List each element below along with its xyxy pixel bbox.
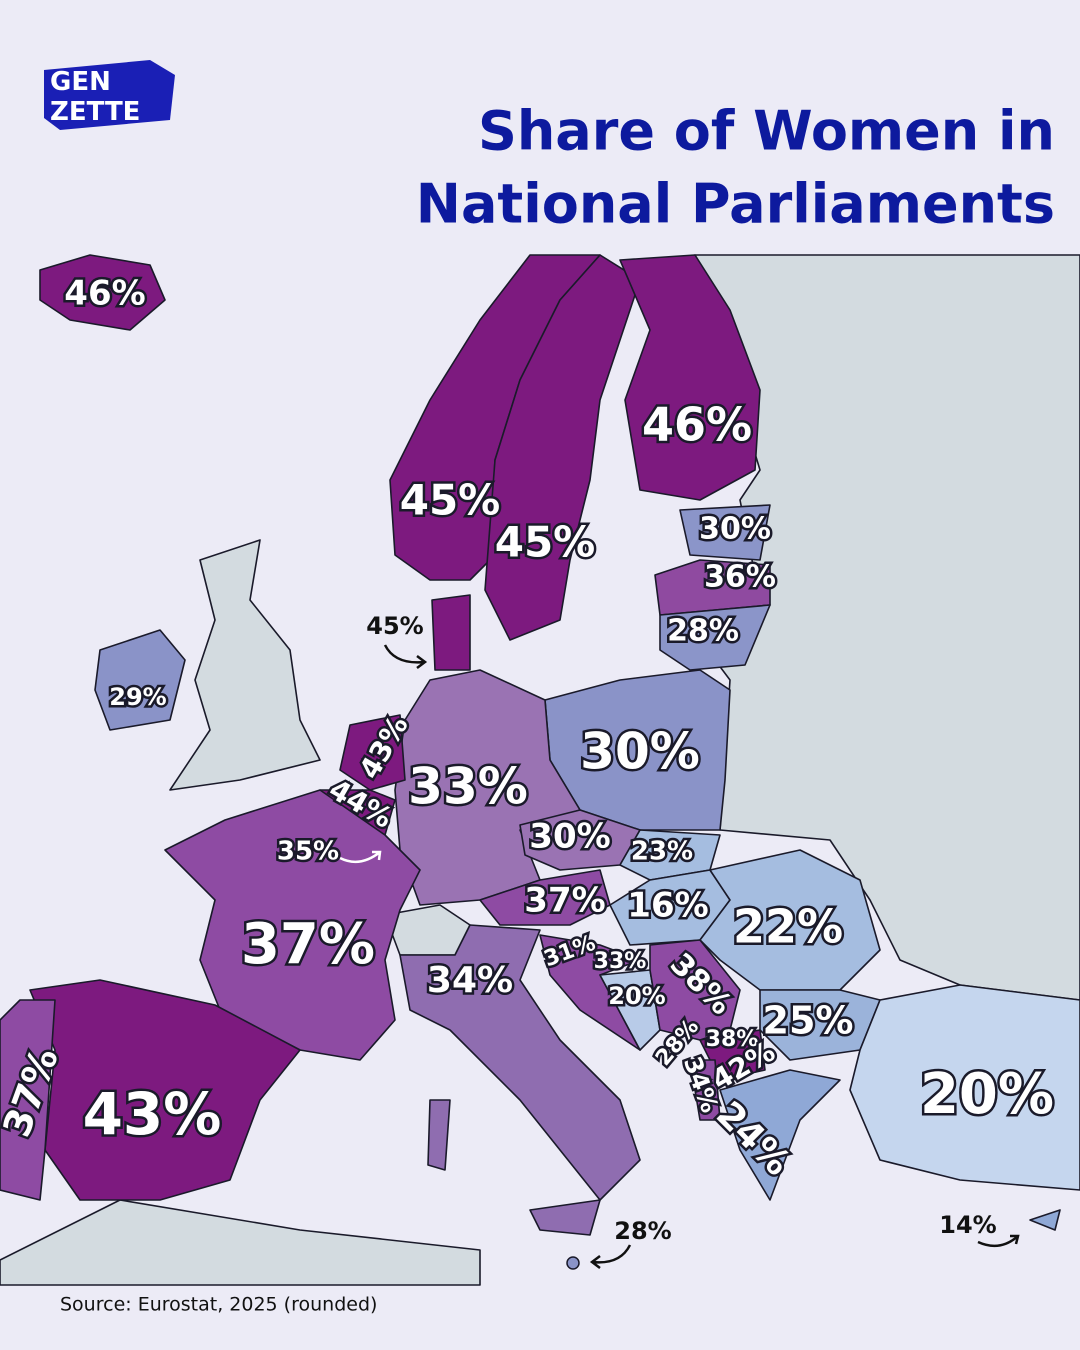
country <box>164 789 421 1061</box>
country <box>529 1199 601 1236</box>
country <box>0 999 56 1201</box>
country-label: 45% <box>400 476 501 525</box>
country <box>29 979 301 1201</box>
non-eu-land <box>169 539 321 791</box>
country <box>431 594 471 671</box>
country-label: 30% <box>580 723 700 781</box>
country <box>849 984 1080 1191</box>
country <box>719 1069 841 1201</box>
logo-text: GEN <box>50 67 111 97</box>
title: National Parliaments <box>416 173 1055 236</box>
country <box>659 604 771 671</box>
country-label: 46% <box>64 274 145 314</box>
country-label: 35% <box>277 837 339 867</box>
country-label: 14% <box>939 1211 996 1239</box>
country <box>484 254 641 641</box>
country <box>649 939 741 1041</box>
country <box>39 254 166 331</box>
title: Share of Women in <box>478 100 1055 163</box>
country-label: 25% <box>763 999 854 1043</box>
country-label: 45% <box>366 612 423 640</box>
country-label: 36% <box>704 560 776 595</box>
country-label: 33% <box>594 949 647 974</box>
logo-shape <box>44 60 175 130</box>
country <box>1029 1209 1061 1231</box>
country <box>689 1059 721 1121</box>
country <box>94 629 186 731</box>
country <box>427 1099 451 1171</box>
country-label: 46% <box>642 398 752 452</box>
country <box>399 924 641 1201</box>
country-label: 28% <box>614 1217 671 1245</box>
country-label: 34% <box>427 960 513 1001</box>
country <box>679 504 771 561</box>
arrows <box>339 644 1020 1269</box>
country-label: 29% <box>109 683 166 711</box>
country-label: 22% <box>733 900 843 954</box>
country-label: 30% <box>699 512 771 547</box>
country-label: 20% <box>608 982 665 1010</box>
arrow <box>339 850 382 864</box>
country <box>566 1256 580 1270</box>
logo: GEN ZETTE <box>44 60 175 130</box>
country <box>339 714 406 791</box>
map <box>0 254 1080 1286</box>
country <box>619 254 761 501</box>
country-label: 20% <box>920 1062 1054 1127</box>
country-label: 43% <box>83 1080 222 1148</box>
arrow <box>977 1234 1020 1248</box>
country <box>619 829 721 881</box>
country-label: 38% <box>706 1027 759 1052</box>
country-label: 33% <box>408 758 528 816</box>
country-label: 45% <box>495 518 596 567</box>
country-label: 23% <box>631 837 693 867</box>
country-label: 37% <box>524 881 605 921</box>
logo-text: ZETTE <box>50 97 140 127</box>
arrow <box>589 1244 632 1269</box>
country-label: 16% <box>627 886 708 926</box>
country <box>654 559 771 616</box>
country-label: 30% <box>529 817 610 857</box>
country-label: 28% <box>667 614 739 649</box>
source: Source: Eurostat, 2025 (rounded) <box>60 1294 377 1316</box>
country-label: 37% <box>241 912 375 977</box>
arrow <box>383 644 428 669</box>
